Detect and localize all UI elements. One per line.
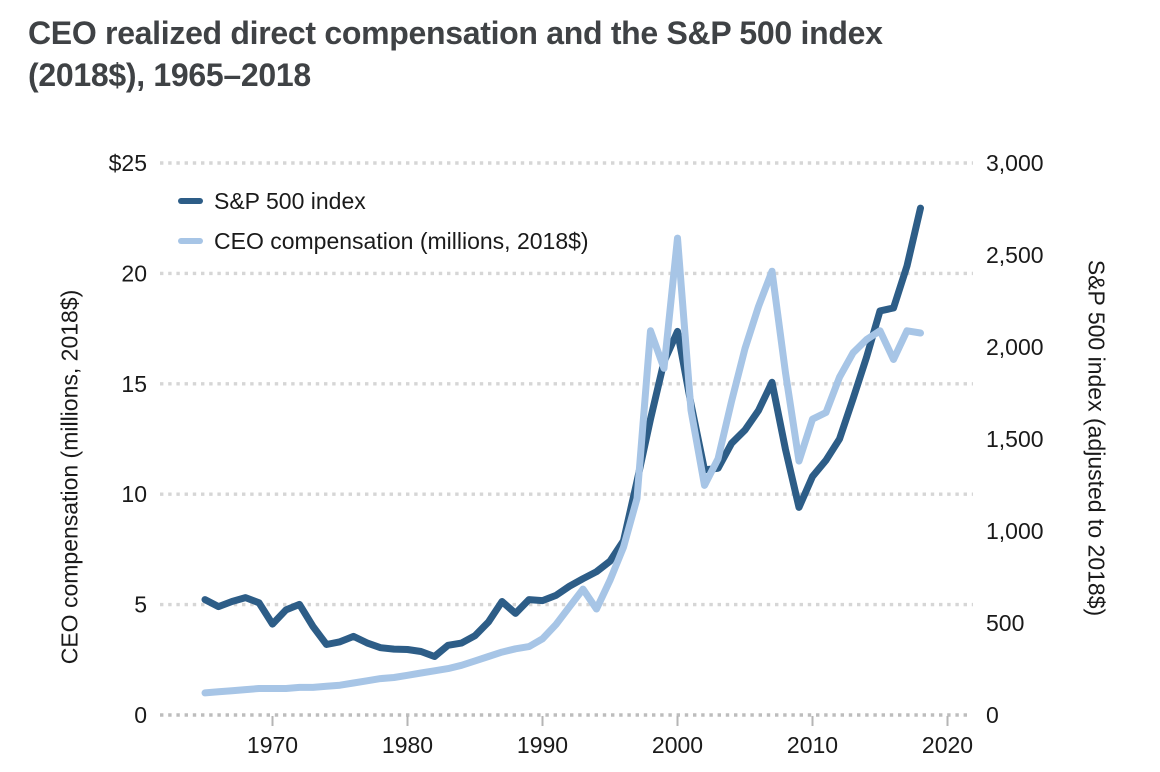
x-axis-tick-label: 1980 <box>382 732 433 758</box>
left-axis-tick-label: 20 <box>121 260 147 286</box>
series-line-ceo-compensation <box>201 234 924 697</box>
sp500-line-swatch <box>178 198 203 204</box>
right-axis-tick-label: 1,000 <box>986 518 1044 544</box>
right-axis-tick-label: 0 <box>986 702 999 728</box>
x-axis-tick-label: 2000 <box>652 732 703 758</box>
left-axis-tick-label: 0 <box>134 702 147 728</box>
right-axis-title: S&P 500 index (adjusted to 2018$) <box>1083 259 1110 617</box>
chart-title-line2: (2018$), 1965–2018 <box>28 57 311 93</box>
left-axis-tick-label: 5 <box>134 592 147 618</box>
legend-label-sp500: S&P 500 index <box>214 187 366 214</box>
right-axis-tick-label: 1,500 <box>986 426 1044 452</box>
x-axis-tick-label: 2020 <box>922 732 973 758</box>
right-axis-tick-label: 500 <box>986 610 1024 636</box>
chart-title: CEO realized direct compensation and the… <box>28 12 1138 96</box>
legend-item-sp500: S&P 500 index <box>178 187 589 214</box>
x-axis-tick-label: 2010 <box>787 732 838 758</box>
right-axis-tick-label: 3,000 <box>986 150 1044 176</box>
left-axis-title: CEO compensation (millions, 2018$) <box>56 289 83 665</box>
x-axis-tick-label: 1970 <box>247 732 298 758</box>
right-axis-tick-label: 2,500 <box>986 242 1044 268</box>
legend-label-ceo-compensation: CEO compensation (millions, 2018$) <box>214 227 589 254</box>
legend-item-ceo-compensation: CEO compensation (millions, 2018$) <box>178 227 589 254</box>
ceo-line-swatch <box>178 238 203 244</box>
right-axis-tick-label: 2,000 <box>986 334 1044 360</box>
left-axis-tick-label: 15 <box>121 371 147 397</box>
left-axis-tick-label: 10 <box>121 481 147 507</box>
chart-legend: S&P 500 index CEO compensation (millions… <box>178 187 589 269</box>
chart-title-line1: CEO realized direct compensation and the… <box>28 15 883 51</box>
left-axis-tick-label: $25 <box>109 150 147 176</box>
series-line-sp500 <box>201 204 924 660</box>
x-axis-tick-label: 1990 <box>517 732 568 758</box>
